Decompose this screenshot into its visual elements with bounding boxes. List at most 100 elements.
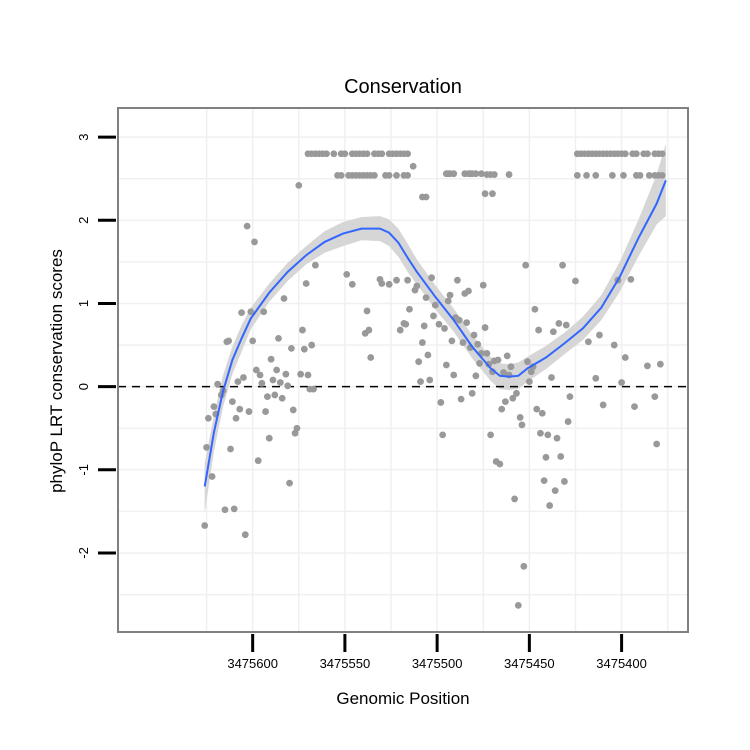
data-point xyxy=(267,355,275,363)
data-point xyxy=(599,401,607,409)
y-tick-label: 3 xyxy=(76,133,91,140)
data-point xyxy=(548,374,555,381)
data-point xyxy=(631,403,638,410)
data-point xyxy=(430,312,437,320)
data-point xyxy=(455,316,463,324)
data-point xyxy=(636,171,644,179)
data-point xyxy=(470,331,478,339)
x-tick-label: 3475500 xyxy=(412,656,463,671)
data-point xyxy=(459,339,467,346)
data-point xyxy=(442,361,450,369)
data-point xyxy=(284,382,292,390)
data-point xyxy=(293,424,301,432)
x-tick-label: 3475400 xyxy=(596,656,647,671)
data-point xyxy=(378,150,386,158)
data-point xyxy=(204,414,212,422)
smooth-trend-line xyxy=(203,179,667,487)
data-point xyxy=(406,305,413,313)
data-point xyxy=(608,171,616,179)
data-point xyxy=(431,301,439,309)
data-point xyxy=(485,360,493,368)
data-point xyxy=(500,369,507,376)
x-axis-label: Genomic Position xyxy=(336,689,469,708)
data-point xyxy=(245,408,253,415)
data-point xyxy=(592,374,600,382)
data-point xyxy=(496,460,504,468)
data-point xyxy=(227,445,234,453)
data-point xyxy=(415,358,423,366)
data-point xyxy=(559,261,566,269)
data-point xyxy=(243,222,251,230)
data-point xyxy=(422,294,430,302)
data-point xyxy=(583,171,590,179)
data-point xyxy=(295,181,303,189)
data-point xyxy=(658,171,666,179)
data-point xyxy=(514,601,522,609)
chart-title: Conservation xyxy=(344,76,462,98)
data-point xyxy=(208,473,216,480)
data-point xyxy=(658,150,666,158)
data-point xyxy=(503,352,511,360)
data-point xyxy=(278,394,286,402)
data-point xyxy=(311,261,319,269)
data-point xyxy=(363,150,371,158)
data-point xyxy=(417,378,424,386)
data-point xyxy=(481,324,489,331)
data-point xyxy=(225,337,233,345)
y-tick-label: -1 xyxy=(76,464,91,476)
data-point xyxy=(596,331,603,339)
data-point xyxy=(393,276,400,284)
data-point xyxy=(422,193,430,201)
data-point xyxy=(249,337,257,345)
data-point xyxy=(533,405,541,413)
data-point xyxy=(404,171,412,179)
data-point xyxy=(562,321,570,329)
data-point xyxy=(251,238,258,246)
data-point xyxy=(276,379,284,386)
data-point xyxy=(651,393,659,401)
data-point xyxy=(308,341,316,349)
confidence-band xyxy=(204,143,666,514)
data-point xyxy=(557,453,565,460)
data-point xyxy=(546,502,554,509)
data-point xyxy=(241,531,249,539)
data-point xyxy=(522,261,530,269)
data-point xyxy=(621,150,629,158)
data-point xyxy=(265,434,273,442)
data-point xyxy=(247,308,255,316)
data-point xyxy=(537,429,544,437)
data-point xyxy=(489,190,496,198)
data-point xyxy=(479,281,487,289)
data-point xyxy=(472,372,480,380)
data-point xyxy=(428,274,435,282)
data-point xyxy=(632,150,640,158)
x-tick-label: 3475550 xyxy=(320,656,371,671)
data-point xyxy=(457,395,465,403)
data-point xyxy=(572,277,579,285)
y-tick-label: -2 xyxy=(76,547,91,559)
data-point xyxy=(483,349,491,357)
data-point xyxy=(252,366,260,374)
data-point xyxy=(258,379,266,387)
data-point xyxy=(454,276,461,284)
data-point xyxy=(446,291,454,299)
data-point xyxy=(365,326,373,334)
data-point xyxy=(262,408,269,415)
data-point xyxy=(210,403,218,410)
data-point xyxy=(385,171,393,179)
data-point xyxy=(228,398,236,406)
data-point xyxy=(468,389,476,397)
data-point xyxy=(531,305,539,313)
data-point xyxy=(481,190,489,198)
data-point xyxy=(509,394,517,402)
data-point xyxy=(273,366,281,374)
data-point xyxy=(310,385,317,393)
data-point xyxy=(490,171,498,178)
x-tick-label: 3475450 xyxy=(504,656,555,671)
data-point xyxy=(409,162,417,170)
plot-frame xyxy=(117,107,689,633)
data-point xyxy=(234,378,242,386)
data-point xyxy=(656,360,664,368)
data-point xyxy=(463,319,471,326)
